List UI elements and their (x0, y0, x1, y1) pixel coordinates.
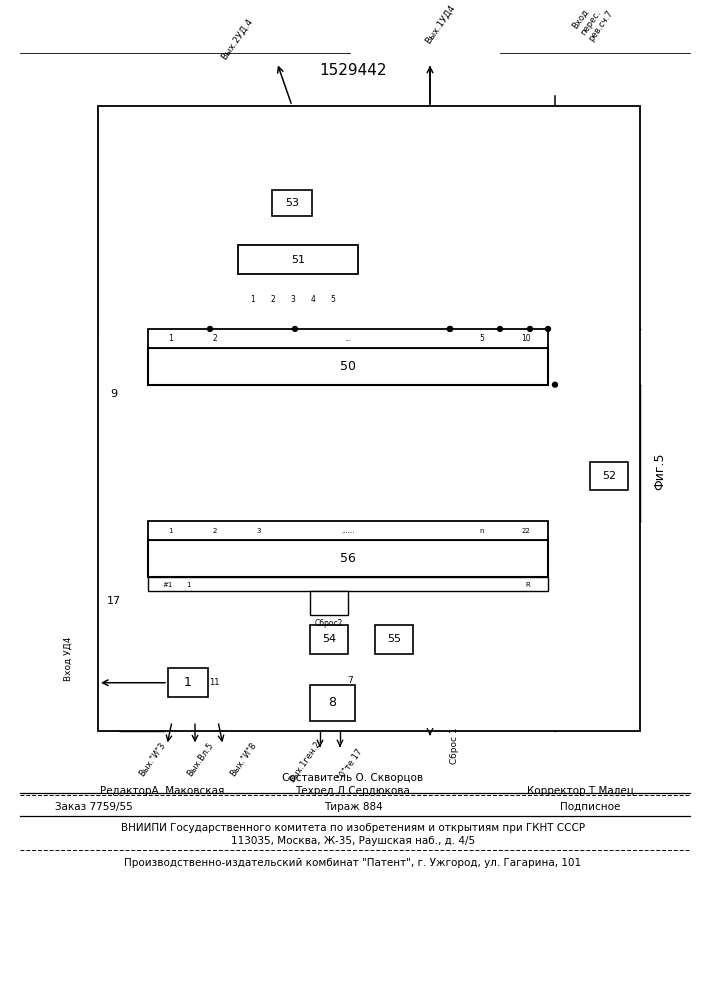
Text: 7: 7 (347, 676, 353, 685)
Circle shape (448, 327, 452, 331)
Text: Вых.1УД4: Вых.1УД4 (423, 3, 457, 45)
Circle shape (552, 382, 558, 387)
Text: ...: ... (344, 334, 351, 343)
Text: 52: 52 (602, 471, 616, 481)
Text: Вход УД4: Вход УД4 (64, 637, 73, 681)
Text: n: n (479, 528, 484, 534)
Text: 3: 3 (291, 295, 296, 304)
Bar (310, 591, 348, 615)
Circle shape (448, 327, 452, 331)
Text: 9: 9 (110, 389, 117, 399)
Text: 55: 55 (387, 634, 401, 644)
Text: Сброс 1: Сброс 1 (450, 727, 460, 764)
Bar (375, 625, 413, 654)
Text: Вых.1ген.2: Вых.1ген.2 (288, 739, 322, 784)
Text: Вых."И"8: Вых."И"8 (228, 741, 258, 778)
Bar (98, 106, 640, 731)
Text: Подписное: Подписное (560, 802, 620, 812)
Text: Сброс2: Сброс2 (315, 619, 343, 628)
Text: Вых.2УД.4: Вых.2УД.4 (219, 16, 255, 61)
Text: R: R (525, 582, 530, 588)
Text: 10: 10 (521, 334, 530, 343)
Text: 1: 1 (250, 295, 255, 304)
Text: Вых."И"3: Вых."И"3 (137, 741, 167, 778)
Circle shape (498, 327, 503, 331)
Text: Вход
перес.
рев.сч.7: Вход перес. рев.сч.7 (570, 0, 615, 43)
Bar (590, 462, 628, 490)
Text: Производственно-издательский комбинат "Патент", г. Ужгород, ул. Гагарина, 101: Производственно-издательский комбинат "П… (124, 858, 582, 868)
Text: "0"те 17: "0"те 17 (336, 747, 364, 782)
Text: Вых.Вл.5: Вых.Вл.5 (185, 741, 215, 778)
Bar (272, 190, 312, 216)
Text: 2: 2 (271, 295, 275, 304)
Text: РедакторА. Маковская: РедакторА. Маковская (100, 786, 224, 796)
Circle shape (207, 327, 213, 331)
Text: 113035, Москва, Ж-35, Раушская наб., д. 4/5: 113035, Москва, Ж-35, Раушская наб., д. … (231, 836, 475, 846)
Text: Корректор Т.Малец: Корректор Т.Малец (527, 786, 633, 796)
Text: 5: 5 (479, 334, 484, 343)
Text: ВНИИПИ Государственного комитета по изобретениям и открытиям при ГКНТ СССР: ВНИИПИ Государственного комитета по изоб… (121, 823, 585, 833)
Text: #1: #1 (163, 582, 173, 588)
Text: 3: 3 (257, 528, 262, 534)
Text: 11: 11 (209, 678, 219, 687)
Text: 1: 1 (168, 334, 173, 343)
Text: 2: 2 (213, 528, 217, 534)
Text: 51: 51 (291, 255, 305, 265)
Text: 1529442: 1529442 (320, 63, 387, 78)
Bar (310, 685, 355, 721)
Text: 8: 8 (329, 696, 337, 709)
Text: 53: 53 (285, 198, 299, 208)
Bar (148, 577, 548, 591)
Text: 1: 1 (186, 582, 190, 588)
Circle shape (293, 327, 298, 331)
Text: Тираж 884: Тираж 884 (324, 802, 382, 812)
Text: Составитель О. Скворцов: Составитель О. Скворцов (282, 773, 423, 783)
Text: 1: 1 (168, 528, 173, 534)
Circle shape (546, 327, 551, 331)
Text: 22: 22 (521, 528, 530, 534)
Text: 17: 17 (107, 596, 121, 606)
Text: 54: 54 (322, 634, 336, 644)
Bar (148, 329, 548, 348)
Text: Заказ 7759/55: Заказ 7759/55 (55, 802, 133, 812)
Bar (148, 540, 548, 577)
Text: Фиг.5: Фиг.5 (653, 452, 667, 490)
Text: 50: 50 (340, 360, 356, 373)
Bar (148, 348, 548, 385)
Text: 4: 4 (310, 295, 315, 304)
Text: Техред Л.Сердюкова: Техред Л.Сердюкова (296, 786, 411, 796)
Bar (238, 245, 358, 274)
Text: ......: ...... (341, 528, 355, 534)
Bar (310, 625, 348, 654)
Text: 2: 2 (212, 334, 217, 343)
Bar (148, 521, 548, 540)
Circle shape (527, 327, 532, 331)
Text: 5: 5 (331, 295, 335, 304)
Bar (168, 668, 208, 697)
Text: 56: 56 (340, 552, 356, 565)
Text: 1: 1 (184, 676, 192, 689)
